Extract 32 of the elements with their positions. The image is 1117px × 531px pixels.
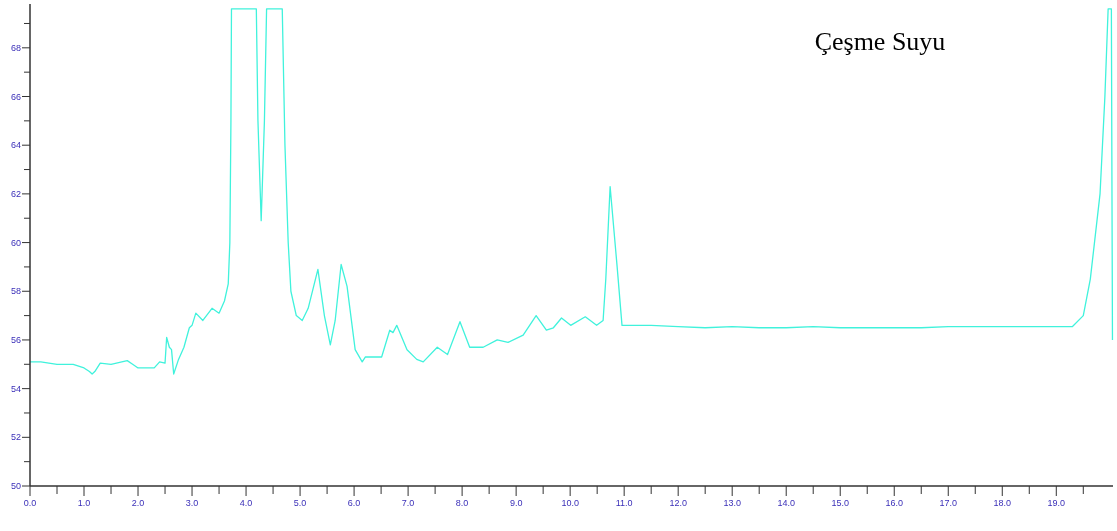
x-tick-label: 4.0 (239, 498, 253, 508)
x-tick-label: 19.0 (1047, 498, 1066, 508)
x-tick-label: 13.0 (723, 498, 741, 508)
y-tick-label: 60 (10, 237, 21, 248)
x-tick-label: 1.0 (77, 498, 91, 508)
x-tick-label: 2.0 (131, 498, 145, 508)
x-tick-label: 18.0 (993, 498, 1012, 508)
y-tick-label: 66 (10, 91, 21, 102)
y-tick-label: 62 (10, 188, 21, 199)
x-tick-label: 15.0 (831, 498, 849, 508)
x-tick-label: 0.0 (23, 498, 37, 508)
x-tick-label: 7.0 (401, 498, 415, 508)
y-tick-label: 50 (10, 481, 21, 491)
x-tick-label: 9.0 (509, 498, 523, 508)
x-tick-label: 3.0 (185, 498, 199, 508)
y-tick-label: 54 (10, 383, 21, 394)
y-tick-label: 58 (10, 286, 21, 297)
x-tick-label: 16.0 (885, 498, 904, 508)
text: Çeşme Suyu (814, 27, 946, 56)
x-tick-label: 6.0 (347, 498, 361, 508)
x-tick-label: 17.0 (939, 498, 958, 508)
x-tick-label: 14.0 (777, 498, 795, 508)
y-tick-label: 56 (10, 334, 21, 345)
x-tick-label: 11.0 (615, 498, 633, 508)
y-tick-label: 68 (10, 42, 21, 53)
y-tick-label: 64 (10, 140, 21, 151)
x-tick-label: 12.0 (669, 498, 687, 508)
x-tick-label: 10.0 (561, 498, 579, 508)
line-series (29, 8, 1114, 375)
x-tick-label: 8.0 (455, 498, 469, 508)
y-tick-label: 52 (10, 432, 21, 443)
x-tick-label: 5.0 (293, 498, 307, 508)
